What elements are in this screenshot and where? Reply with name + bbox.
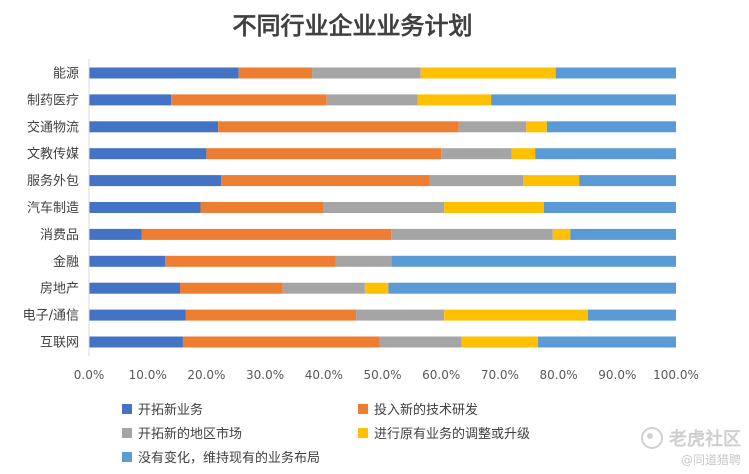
bar-segment-series-5 [555, 67, 676, 79]
category-label: 金融 [53, 254, 79, 270]
bar-segment-series-4 [511, 148, 536, 160]
bar-segment-series-1 [89, 255, 166, 267]
bar-segment-series-2 [179, 282, 283, 294]
watermark-sub-text: @同道猎聘 [680, 453, 741, 467]
x-tick-label: 90.0% [598, 368, 636, 382]
x-tick-label: 30.0% [246, 368, 284, 382]
bar-segment-series-5 [535, 148, 676, 160]
category-label: 能源 [53, 67, 79, 82]
category-label: 制药医疗 [27, 93, 79, 108]
bar-segment-series-4 [444, 309, 588, 321]
bar-layer [89, 67, 676, 348]
x-tick-label: 80.0% [540, 368, 578, 382]
bar-segment-series-3 [441, 148, 512, 160]
bar-segment-series-3 [312, 67, 421, 79]
bar-segment-series-4 [526, 121, 547, 133]
tiger-logo-icon [641, 427, 663, 449]
bar-segment-series-1 [89, 282, 180, 294]
bar-segment-series-5 [587, 309, 676, 321]
watermark-main: 老虎社区 [641, 425, 741, 451]
category-label: 文教传媒 [27, 146, 79, 162]
bar-segment-series-1 [89, 67, 239, 79]
bar-segment-series-5 [388, 282, 676, 294]
bar-segment-series-2 [171, 94, 327, 106]
bar-segment-series-2 [185, 309, 357, 321]
bar-segment-series-2 [200, 202, 324, 213]
bar-segment-series-2 [165, 255, 336, 267]
category-label: 交通物流 [27, 119, 79, 135]
x-tick-label: 20.0% [187, 368, 225, 382]
category-label: 服务外包 [27, 173, 79, 189]
x-tick-label: 100.0% [653, 368, 699, 382]
chart-title: 不同行业企业业务计划 [232, 12, 473, 40]
x-tick-label: 10.0% [129, 368, 167, 382]
bar-segment-series-3 [323, 202, 445, 213]
bar-segment-series-2 [182, 336, 380, 348]
category-label: 消费品 [40, 228, 79, 243]
bar-segment-series-1 [89, 309, 186, 321]
bar-segment-series-5 [391, 255, 676, 267]
bar-segment-series-4 [417, 94, 492, 106]
bar-segment-series-3 [391, 228, 553, 240]
bar-segment-series-2 [141, 228, 392, 240]
category-label: 房地产 [40, 281, 79, 297]
bar-segment-series-5 [570, 228, 676, 240]
bar-segment-series-3 [458, 121, 527, 133]
bar-segment-series-5 [543, 202, 676, 213]
bar-segment-series-4 [552, 228, 571, 240]
x-tick-label: 40.0% [305, 368, 343, 382]
x-tick-label: 60.0% [422, 368, 460, 382]
bar-segment-series-3 [282, 282, 365, 294]
x-tick-label: 50.0% [363, 368, 401, 382]
bar-segment-series-1 [89, 228, 142, 240]
category-label: 互联网 [40, 336, 79, 351]
bar-segment-series-1 [89, 94, 172, 106]
category-label: 汽车制造 [27, 200, 79, 216]
bar-segment-series-5 [538, 336, 676, 348]
bar-segment-series-2 [206, 148, 442, 160]
bar-segment-series-2 [218, 121, 459, 133]
x-axis-ticks: 0.0% 10.0% 20.0% 30.0% 40.0% 50.0% 60.0% 70.0% 8… [74, 368, 699, 382]
bar-segment-series-5 [579, 175, 676, 187]
bar-segment-series-3 [335, 255, 392, 267]
bar-segment-series-1 [89, 121, 219, 133]
bar-segment-series-4 [461, 336, 539, 348]
bar-segment-series-2 [221, 175, 430, 187]
x-tick-label: 70.0% [481, 368, 519, 382]
bar-segment-series-3 [356, 309, 445, 321]
watermark: 老虎社区 @同道猎聘 [641, 425, 741, 468]
bar-segment-series-4 [523, 175, 580, 187]
bar-segment-series-4 [420, 67, 556, 79]
bar-segment-series-1 [89, 336, 183, 348]
bar-segment-series-3 [379, 336, 462, 348]
x-tick-label: 0.0% [74, 368, 105, 382]
bar-segment-series-3 [429, 175, 524, 187]
bar-segment-series-4 [444, 202, 544, 213]
watermark-main-text: 老虎社区 [669, 429, 741, 450]
category-label: 电子/通信 [23, 309, 79, 324]
bar-segment-series-3 [326, 94, 418, 106]
bar-segment-series-4 [364, 282, 389, 294]
bar-segment-series-1 [89, 202, 201, 213]
bar-segment-series-5 [546, 121, 676, 133]
bar-segment-series-1 [89, 175, 222, 187]
bar-segment-series-2 [238, 67, 313, 79]
bar-segment-series-5 [491, 94, 676, 106]
bar-segment-series-1 [89, 148, 207, 160]
